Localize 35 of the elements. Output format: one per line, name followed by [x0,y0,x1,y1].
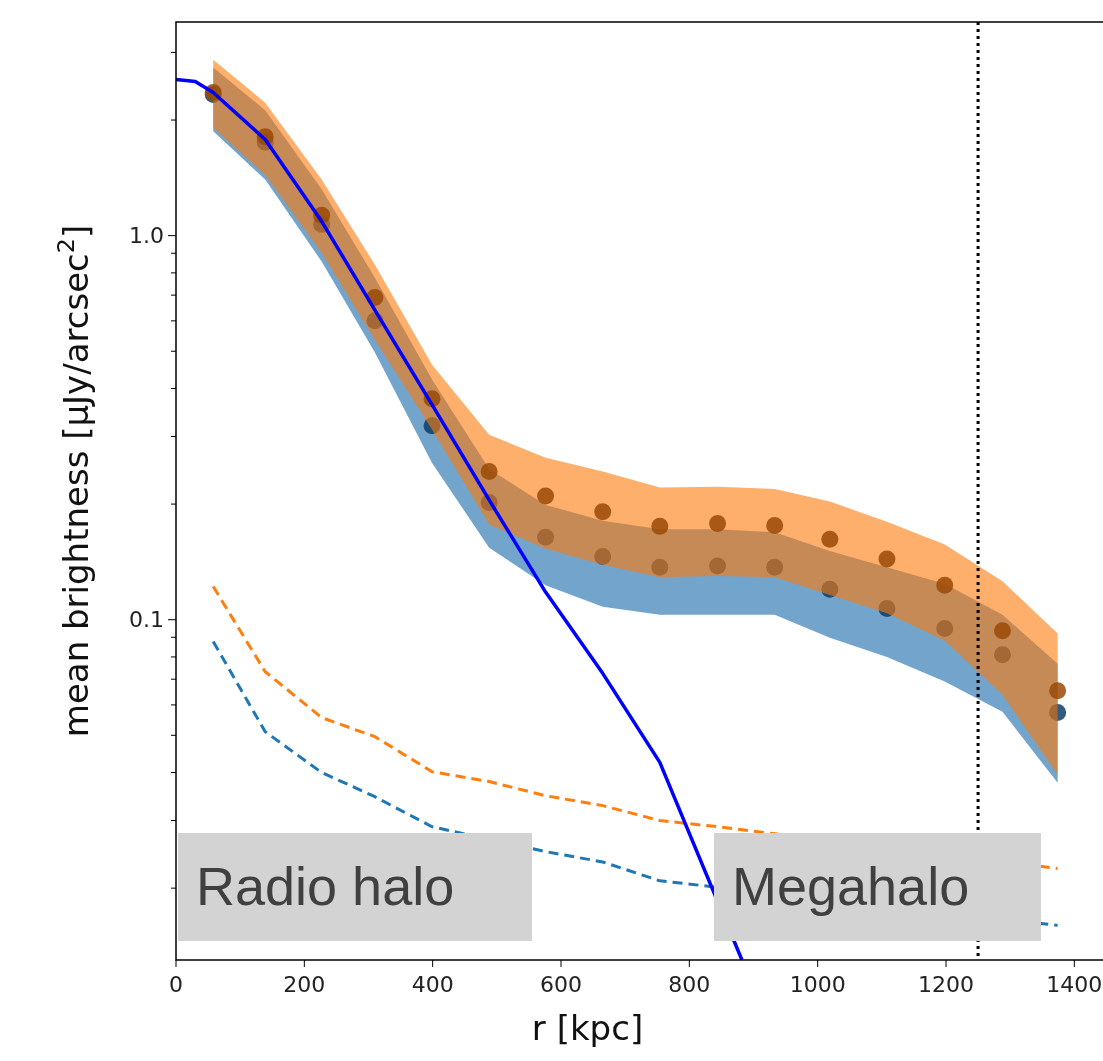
x-tick-label: 400 [411,972,454,997]
point [709,557,727,575]
point [878,599,896,617]
x-tick-label: 800 [668,972,711,997]
point [537,528,555,546]
point [651,558,669,576]
point [537,487,555,505]
point [936,576,954,594]
point [1049,704,1067,722]
point [878,550,896,568]
x-tick-label: 0 [169,972,183,997]
x-tick-label: 200 [283,972,326,997]
x-tick-label: 1200 [918,972,974,997]
point [651,517,669,535]
point [594,548,612,566]
point [821,580,839,598]
x-tick-label: 1000 [789,972,846,997]
point [936,620,954,638]
point [766,516,784,534]
x-tick-label: 1400 [1046,972,1103,997]
annotation: Megahalo [732,856,970,916]
x-axis-title: r [kpc] [531,1008,644,1048]
annotation: Radio halo [196,856,455,916]
point [993,646,1011,664]
y-tick-label: 1.0 [129,223,164,249]
point [993,622,1011,640]
x-tick-label: 600 [540,972,582,997]
point [709,515,727,533]
point [1049,682,1067,700]
point [766,558,784,576]
point [480,463,498,481]
point [594,503,612,521]
point [821,530,839,548]
y-tick-label: 0.1 [129,607,164,633]
point [423,417,441,435]
